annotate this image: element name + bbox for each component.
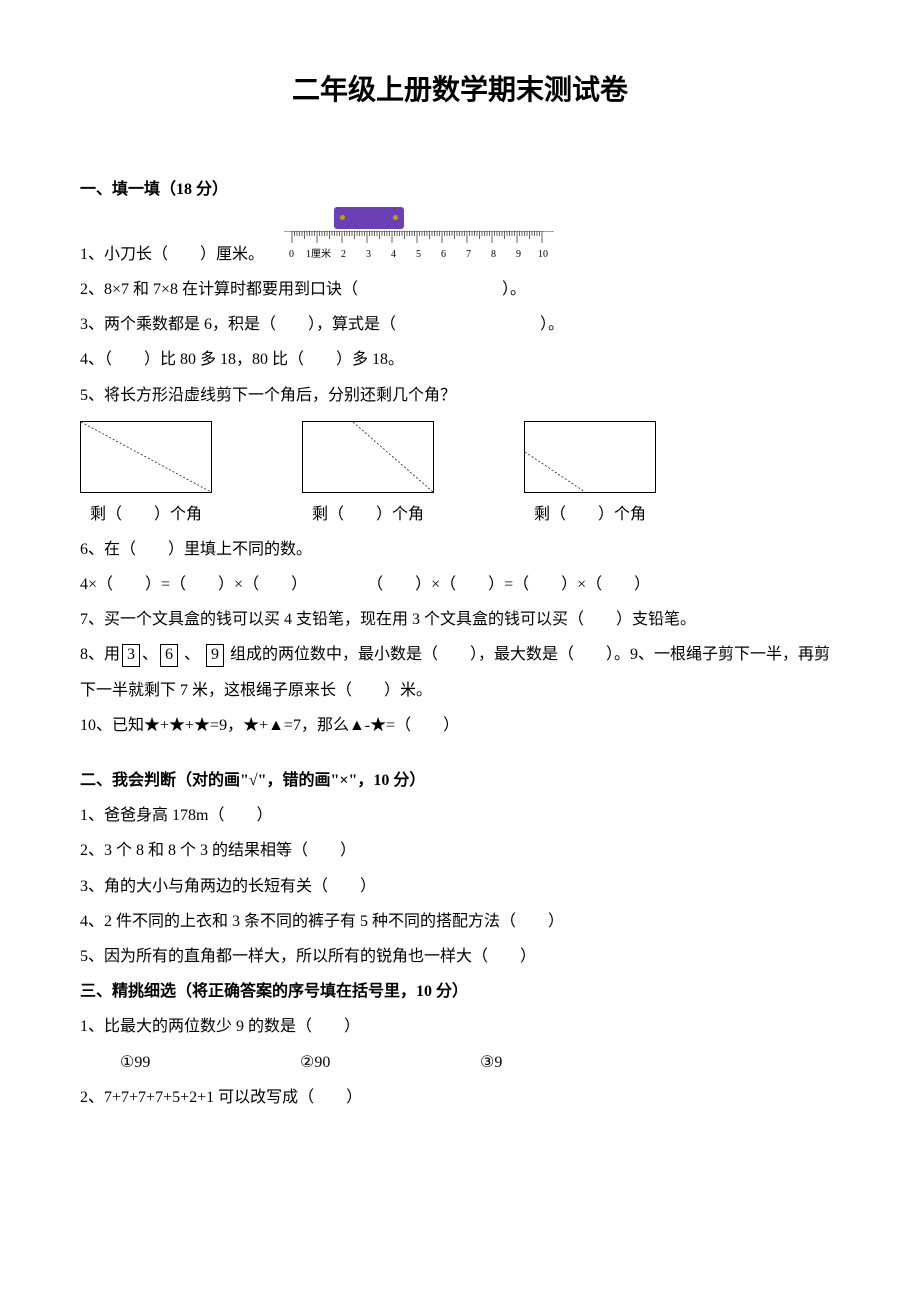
digit-box-9: 9 (206, 644, 224, 667)
q1-line: 1、小刀长（ ）厘米。 0 1厘米 2 3 4 5 6 7 8 9 10 (80, 207, 840, 272)
svg-text:3: 3 (366, 249, 371, 259)
svg-text:8: 8 (491, 249, 496, 259)
s2-q3: 3、角的大小与角两边的长短有关（ ） (80, 869, 840, 904)
page-title: 二年级上册数学期末测试卷 (80, 60, 840, 122)
s3-q1-opt1: ①99 (120, 1045, 300, 1080)
digit-box-6: 6 (160, 644, 178, 667)
svg-text:4: 4 (391, 249, 396, 259)
q10-text: 10、已知★+★+★=9，★+▲=7，那么▲-★=（ ） (80, 708, 840, 743)
q7-text: 7、买一个文具盒的钱可以买 4 支铅笔，现在用 3 个文具盒的钱可以买（ ）支铅… (80, 602, 840, 637)
svg-text:7: 7 (466, 249, 471, 259)
q4-text: 4、（ ）比 80 多 18，80 比（ ）多 18。 (80, 342, 840, 377)
q6-text: 6、在（ ）里填上不同的数。 (80, 532, 840, 567)
q8-post: 组成的两位数中，最小数是（ ），最大数是（ ）。9、一根绳子剪下一半，再剪下一半… (80, 646, 830, 698)
knife-icon (334, 207, 404, 229)
q5-fig-1: 剩（ ）个角 (80, 421, 212, 532)
q3-text: 3、两个乘数都是 6，积是（ ），算式是（ ）。 (80, 307, 840, 342)
q5-label-2: 剩（ ）个角 (302, 497, 434, 532)
q5-fig-2: 剩（ ）个角 (302, 421, 434, 532)
s3-q2: 2、7+7+7+7+5+2+1 可以改写成（ ） (80, 1080, 840, 1115)
s2-q2: 2、3 个 8 和 8 个 3 的结果相等（ ） (80, 833, 840, 868)
q2-text: 2、8×7 和 7×8 在计算时都要用到口诀（ ）。 (80, 272, 840, 307)
q5-figures: 剩（ ）个角 剩（ ）个角 剩（ ）个角 (80, 421, 840, 532)
svg-text:10: 10 (538, 249, 548, 259)
ruler-figure: 0 1厘米 2 3 4 5 6 7 8 9 10 (284, 207, 554, 272)
ruler-svg: 0 1厘米 2 3 4 5 6 7 8 9 10 (284, 231, 554, 259)
ruler-label-cm: 1厘米 (306, 247, 331, 259)
svg-text:9: 9 (516, 249, 521, 259)
ruler-tick-0: 0 (289, 249, 294, 259)
q5-fig-3: 剩（ ）个角 (524, 421, 656, 532)
svg-text:5: 5 (416, 249, 421, 259)
q6-equations: 4×（ ）=（ ）×（ ） （ ）×（ ）=（ ）×（ ） (80, 567, 840, 602)
section-2-heading: 二、我会判断（对的画"√"，错的画"×"，10 分） (80, 763, 840, 798)
section-3-heading: 三、精挑细选（将正确答案的序号填在括号里，10 分） (80, 974, 840, 1009)
s2-q1: 1、爸爸身高 178m（ ） (80, 798, 840, 833)
q8-pre: 8、用 (80, 646, 120, 663)
s3-q1-opt2: ②90 (300, 1045, 480, 1080)
digit-box-3: 3 (122, 644, 140, 667)
s3-q1-options: ①99 ②90 ③9 (120, 1045, 840, 1080)
diag-line-3 (525, 452, 585, 492)
q5-label-1: 剩（ ）个角 (80, 497, 212, 532)
q1-text: 1、小刀长（ ）厘米。 (80, 237, 264, 272)
q5-text: 5、将长方形沿虚线剪下一个角后，分别还剩几个角？ (80, 378, 840, 413)
s3-q1-opt3: ③9 (480, 1045, 660, 1080)
section-1-heading: 一、填一填（18 分） (80, 172, 840, 207)
s3-q1: 1、比最大的两位数少 9 的数是（ ） (80, 1009, 840, 1044)
q8-text: 8、用3、6 、 9 组成的两位数中，最小数是（ ），最大数是（ ）。9、一根绳… (80, 637, 840, 707)
svg-text:2: 2 (341, 249, 346, 259)
diag-line-1 (81, 422, 211, 492)
s2-q4: 4、2 件不同的上衣和 3 条不同的裤子有 5 种不同的搭配方法（ ） (80, 904, 840, 939)
diag-line-2 (353, 422, 433, 492)
q6-eq-a: 4×（ ）=（ ）×（ ） (80, 567, 307, 602)
q5-label-3: 剩（ ）个角 (524, 497, 656, 532)
s2-q5: 5、因为所有的直角都一样大，所以所有的锐角也一样大（ ） (80, 939, 840, 974)
svg-text:6: 6 (441, 249, 446, 259)
q6-eq-b: （ ）×（ ）=（ ）×（ ） (367, 567, 650, 602)
